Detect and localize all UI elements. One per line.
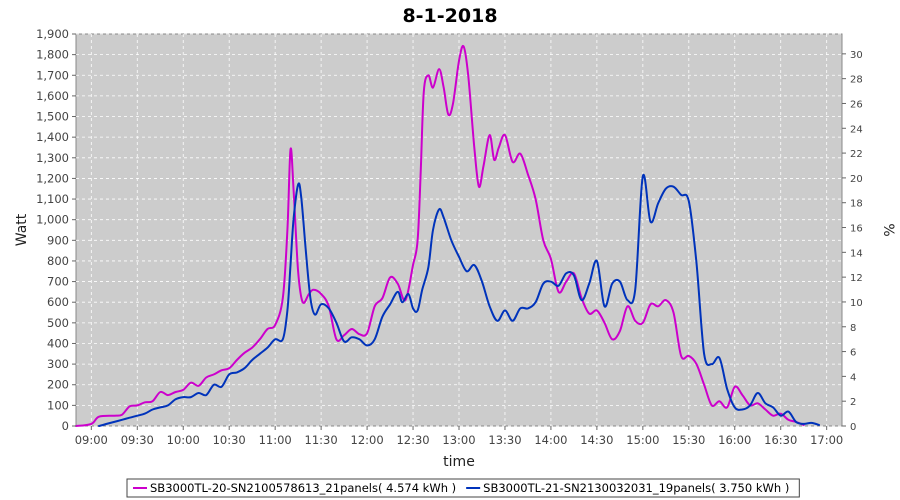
series-line-1 [75,44,805,427]
x-tick-label: 15:30 [672,433,705,447]
x-tick-label: 10:00 [167,433,200,447]
y-tick-label: 900 [47,233,69,247]
y-tick-label: 1,400 [36,130,69,144]
x-tick-label: 14:30 [580,433,613,447]
x-tick-label: 15:00 [626,433,659,447]
y-tick-label: 700 [47,275,69,289]
y-tick-label: 1,900 [36,27,69,41]
y2-tick-label: 26 [850,99,863,110]
x-axis-label: time [443,454,475,470]
y-tick-label: 300 [47,357,69,371]
y2-tick-label: 4 [850,372,856,383]
y-tick-label: 600 [47,295,69,309]
y2-tick-label: 22 [850,149,863,160]
grid-lines [76,33,842,427]
legend-box [126,478,800,498]
x-tick-label: 13:00 [442,433,475,447]
x-tick-label: 09:00 [75,433,108,447]
y-tick-label: 800 [47,254,69,268]
y2-tick-label: 12 [850,273,863,284]
y-axis-label: Watt [14,213,30,246]
y2-tick-label: 0 [850,422,856,433]
y-tick-label: 1,000 [36,213,69,227]
y2-tick-label: 24 [850,124,863,135]
legend-label-2: SB3000TL-21-SN2130032031_19panels( 3.750… [483,481,789,495]
series-layer [75,44,820,427]
series-line-2 [98,173,820,427]
legend: SB3000TL-20-SN2100578613_21panels( 4.574… [126,478,800,498]
x-tick-label: 10:30 [213,433,246,447]
y2-tick-label: 20 [850,174,863,185]
y2-tick-label: 6 [850,348,856,359]
plot-area [75,33,843,427]
y-tick-label: 100 [47,398,69,412]
y-tick-label: 1,700 [36,68,69,82]
y2-tick-label: 18 [850,199,863,210]
y2-axis-label: % [880,223,896,236]
legend-label-1: SB3000TL-20-SN2100578613_21panels( 4.574… [150,481,456,495]
x-axis: 09:00 09:30 10:00 10:30 11:00 11:30 12:00 12:30… [75,426,843,447]
y-tick-label: 1,800 [36,48,69,62]
x-tick-label: 17:00 [810,433,843,447]
chart-title: 8-1-2018 [402,5,497,27]
y2-tick-label: 28 [850,75,863,86]
x-tick-label: 16:30 [764,433,797,447]
x-tick-label: 16:00 [718,433,751,447]
y2-tick-label: 10 [850,298,863,309]
y-tick-label: 0 [62,419,69,433]
y-tick-label: 1,100 [36,192,69,206]
y-tick-label: 1,200 [36,171,69,185]
y2-tick-label: 2 [850,397,856,408]
y-tick-label: 1,300 [36,151,69,165]
y-tick-label: 500 [47,316,69,330]
y-tick-label: 1,600 [36,89,69,103]
y-tick-label: 1,500 [36,110,69,124]
y2-tick-label: 16 [850,224,863,235]
left-axis: 0 100 200 300 400 500 600 700 800 900 1,000 1,100 1,… [36,27,76,433]
y-tick-label: 400 [47,336,69,350]
x-tick-label: 14:00 [534,433,567,447]
y2-tick-label: 14 [850,248,863,259]
x-tick-label: 11:00 [259,433,292,447]
y2-tick-label: 8 [850,323,856,334]
x-tick-label: 11:30 [305,433,338,447]
y2-tick-label: 30 [850,50,863,61]
x-tick-label: 13:30 [488,433,521,447]
x-tick-label: 12:30 [396,433,429,447]
x-tick-label: 09:30 [121,433,154,447]
y-tick-label: 200 [47,378,69,392]
x-tick-label: 12:00 [351,433,384,447]
